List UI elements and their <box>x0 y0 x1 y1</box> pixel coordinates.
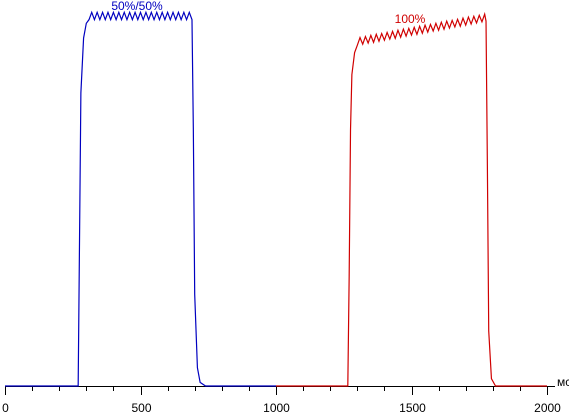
series-line <box>276 11 547 387</box>
x-tick-label: 1000 <box>263 401 290 413</box>
series-line <box>5 10 276 387</box>
x-tick-label: 1500 <box>399 401 426 413</box>
series-label: 50%/50% <box>111 0 163 13</box>
series-label: 100% <box>395 12 426 26</box>
x-tick-label: 2000 <box>534 401 561 413</box>
x-tick-label: 0 <box>2 401 9 413</box>
x-tick-label: 500 <box>131 401 151 413</box>
x-unit-label: мс <box>557 375 569 389</box>
